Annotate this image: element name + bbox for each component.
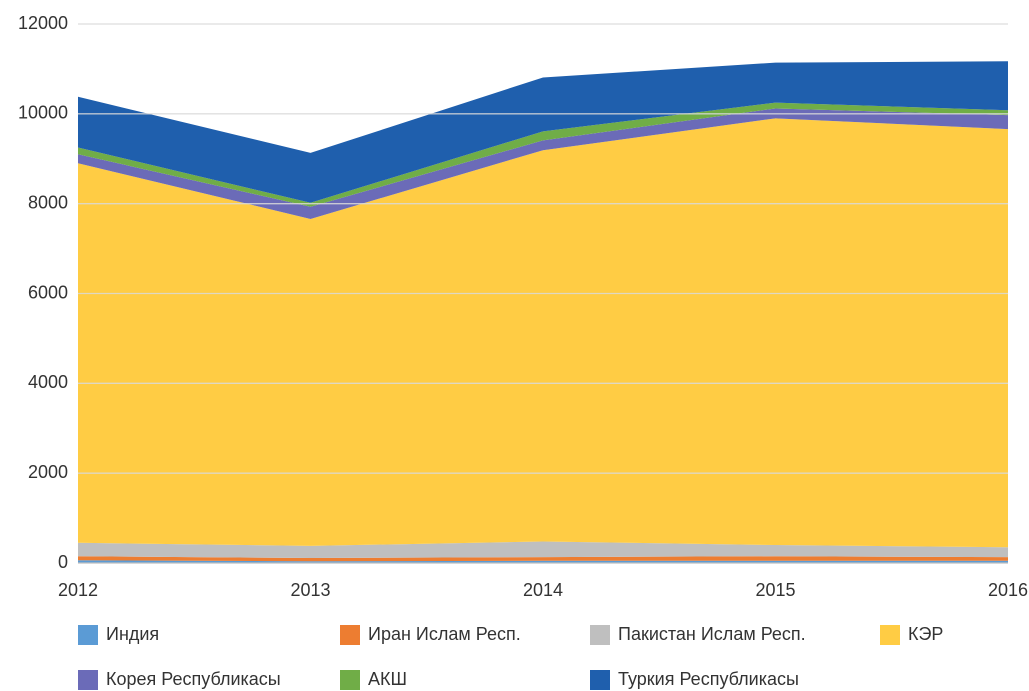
x-tick-label: 2016 [988, 580, 1028, 600]
area [78, 541, 1008, 559]
x-tick-label: 2014 [523, 580, 563, 600]
y-tick-label: 0 [58, 552, 68, 572]
legend-label: Туркия Республикасы [618, 669, 799, 689]
y-tick-label: 10000 [18, 103, 68, 123]
legend-label: Иран Ислам Респ. [368, 624, 521, 644]
x-tick-label: 2012 [58, 580, 98, 600]
legend-swatch [340, 625, 360, 645]
legend-label: КЭР [908, 624, 943, 644]
legend-swatch [340, 670, 360, 690]
area [78, 61, 1008, 203]
legend-label: Индия [106, 624, 159, 644]
legend-label: Корея Республикасы [106, 669, 281, 689]
y-tick-label: 12000 [18, 13, 68, 33]
legend-swatch [590, 670, 610, 690]
y-tick-label: 6000 [28, 282, 68, 302]
x-tick-label: 2013 [290, 580, 330, 600]
legend-swatch [590, 625, 610, 645]
area [78, 560, 1008, 563]
area [78, 118, 1008, 548]
y-tick-label: 4000 [28, 372, 68, 392]
y-tick-label: 8000 [28, 192, 68, 212]
y-tick-label: 2000 [28, 462, 68, 482]
x-tick-label: 2015 [755, 580, 795, 600]
area [78, 108, 1008, 219]
legend-swatch [880, 625, 900, 645]
legend-label: Пакистан Ислам Респ. [618, 624, 806, 644]
legend-swatch [78, 670, 98, 690]
legend-swatch [78, 625, 98, 645]
legend-label: АКШ [368, 669, 407, 689]
area [78, 556, 1008, 562]
